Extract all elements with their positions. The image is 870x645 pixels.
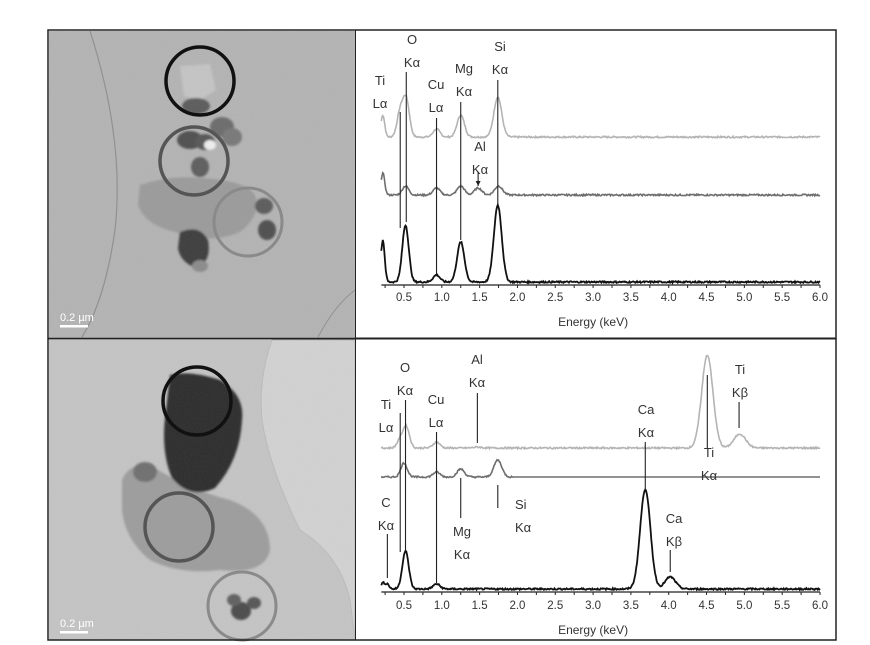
peak-annotation: Ca Kα bbox=[638, 402, 655, 490]
x-tick-label: 5.5 bbox=[774, 600, 790, 612]
peak-line-label: Kα bbox=[397, 383, 414, 398]
peak-line-label: Kα bbox=[456, 84, 473, 99]
peak-line-label: Lα bbox=[379, 420, 394, 435]
spectrum-series-1 bbox=[380, 94, 821, 140]
x-tick-label: 1.0 bbox=[434, 600, 450, 612]
peak-line-label: Kα bbox=[404, 55, 421, 70]
peak-line-label: Kα bbox=[378, 518, 395, 533]
scale-bar bbox=[60, 631, 88, 634]
peak-annotation: Cu Lα bbox=[428, 392, 445, 583]
tem-image-bottom: 0.2 µm bbox=[49, 339, 356, 642]
analysis-circle-mid bbox=[158, 125, 230, 197]
peak-element-label: Mg bbox=[453, 524, 471, 539]
x-tick-label: 2.0 bbox=[509, 292, 525, 304]
x-tick-label: 3.0 bbox=[585, 292, 601, 304]
peak-element-label: Ca bbox=[638, 402, 655, 417]
peak-line-label: Lα bbox=[429, 100, 444, 115]
spectrum-series-3 bbox=[380, 487, 821, 592]
peak-line-label: Kα bbox=[701, 468, 718, 483]
peak-element-label: C bbox=[381, 495, 390, 510]
peak-element-label: Al bbox=[471, 352, 483, 367]
x-tick-label: 1.0 bbox=[434, 292, 450, 304]
peak-element-label: O bbox=[400, 360, 410, 375]
peak-element-label: Ti bbox=[381, 397, 391, 412]
x-axis-title: Energy (keV) bbox=[558, 315, 628, 329]
spectrum-series-1 bbox=[380, 354, 821, 451]
peak-annotation: Al Kα bbox=[469, 352, 486, 443]
peak-annotation: Al Kα bbox=[472, 139, 489, 186]
analysis-circle-mid bbox=[143, 491, 215, 563]
peak-element-label: Ti bbox=[704, 445, 714, 460]
peak-annotation: Ti Kα bbox=[701, 375, 718, 483]
x-tick-label: 6.0 bbox=[812, 292, 828, 304]
figure-frame bbox=[47, 29, 837, 641]
peak-element-label: O bbox=[407, 32, 417, 47]
x-tick-label: 1.5 bbox=[472, 600, 488, 612]
peak-annotation: Si Kα bbox=[497, 485, 532, 535]
peak-element-label: Al bbox=[474, 139, 486, 154]
peak-line-label: Kα bbox=[454, 547, 471, 562]
analysis-circle-dark bbox=[161, 365, 233, 437]
x-tick-label: 4.0 bbox=[661, 292, 677, 304]
x-tick-label: 2.0 bbox=[509, 600, 525, 612]
x-tick-label: 3.5 bbox=[623, 292, 639, 304]
peak-element-label: Si bbox=[494, 39, 506, 54]
peak-annotation: C Kα bbox=[378, 495, 395, 578]
x-axis-title: Energy (keV) bbox=[558, 623, 628, 637]
x-tick-label: 4.5 bbox=[699, 292, 715, 304]
peak-element-label: Ca bbox=[666, 511, 683, 526]
peak-annotation: Si Kα bbox=[492, 39, 509, 205]
x-tick-label: 4.5 bbox=[699, 600, 715, 612]
x-tick-label: 3.0 bbox=[585, 600, 601, 612]
peak-line-label: Kα bbox=[638, 425, 655, 440]
x-tick-label: 0.5 bbox=[396, 292, 412, 304]
analysis-circle-dark bbox=[164, 45, 236, 117]
scale-bar-label: 0.2 µm bbox=[60, 618, 94, 630]
peak-element-label: Ti bbox=[735, 362, 745, 377]
scale-bar bbox=[60, 325, 88, 328]
spectrum-series-3 bbox=[380, 202, 821, 285]
peak-line-label: Kα bbox=[515, 520, 532, 535]
peak-line-label: Kβ bbox=[666, 534, 682, 549]
peak-element-label: Ti bbox=[375, 73, 385, 88]
arrow-head-icon bbox=[475, 181, 481, 186]
x-tick-label: 5.0 bbox=[736, 292, 752, 304]
peak-annotation: Ti Lα bbox=[379, 397, 401, 552]
peak-line-label: Kα bbox=[469, 375, 486, 390]
spectrum-series-2 bbox=[380, 170, 821, 198]
peak-element-label: Cu bbox=[428, 392, 445, 407]
x-tick-label: 1.5 bbox=[472, 292, 488, 304]
x-tick-label: 0.5 bbox=[396, 600, 412, 612]
analysis-circle-light bbox=[212, 186, 284, 258]
peak-element-label: Si bbox=[515, 497, 527, 512]
tem-image-top: 0.2 µm bbox=[49, 30, 356, 338]
x-tick-label: 3.5 bbox=[623, 600, 639, 612]
peak-line-label: Lα bbox=[429, 415, 444, 430]
peak-element-label: Mg bbox=[455, 61, 473, 76]
x-tick-label: 5.0 bbox=[736, 600, 752, 612]
x-tick-label: 4.0 bbox=[661, 600, 677, 612]
peak-annotation: Mg Kα bbox=[455, 61, 473, 240]
peak-annotation: Ca Kβ bbox=[666, 511, 683, 572]
x-tick-label: 2.5 bbox=[547, 600, 563, 612]
peak-annotation: Ti Lα bbox=[373, 73, 401, 228]
eds-spectrum-top: 0.5 1.0 1.5 2.0 2.5 3.0 3.5 4.0 4.5 5.0 5.5 6.0 Ener… bbox=[373, 32, 828, 329]
peak-annotation: O Kα bbox=[404, 32, 421, 222]
x-tick-label: 6.0 bbox=[812, 600, 828, 612]
peak-annotation: Ti Kβ bbox=[732, 362, 748, 428]
peak-line-label: Kα bbox=[472, 162, 489, 177]
peak-annotation: Cu Lα bbox=[428, 77, 445, 275]
scale-bar-label: 0.2 µm bbox=[60, 312, 94, 324]
peak-annotation: O Kα bbox=[397, 360, 414, 550]
peak-annotation: Mg Kα bbox=[453, 478, 471, 562]
peak-line-label: Lα bbox=[373, 96, 388, 111]
x-tick-label: 2.5 bbox=[547, 292, 563, 304]
peak-element-label: Cu bbox=[428, 77, 445, 92]
x-tick-label: 5.5 bbox=[774, 292, 790, 304]
peak-line-label: Kα bbox=[492, 62, 509, 77]
eds-spectrum-bottom: 0.5 1.0 1.5 2.0 2.5 3.0 3.5 4.0 4.5 5.0 5.5 6.0 Ener… bbox=[378, 352, 828, 637]
spectrum-series-2 bbox=[380, 458, 820, 479]
peak-line-label: Kβ bbox=[732, 385, 748, 400]
